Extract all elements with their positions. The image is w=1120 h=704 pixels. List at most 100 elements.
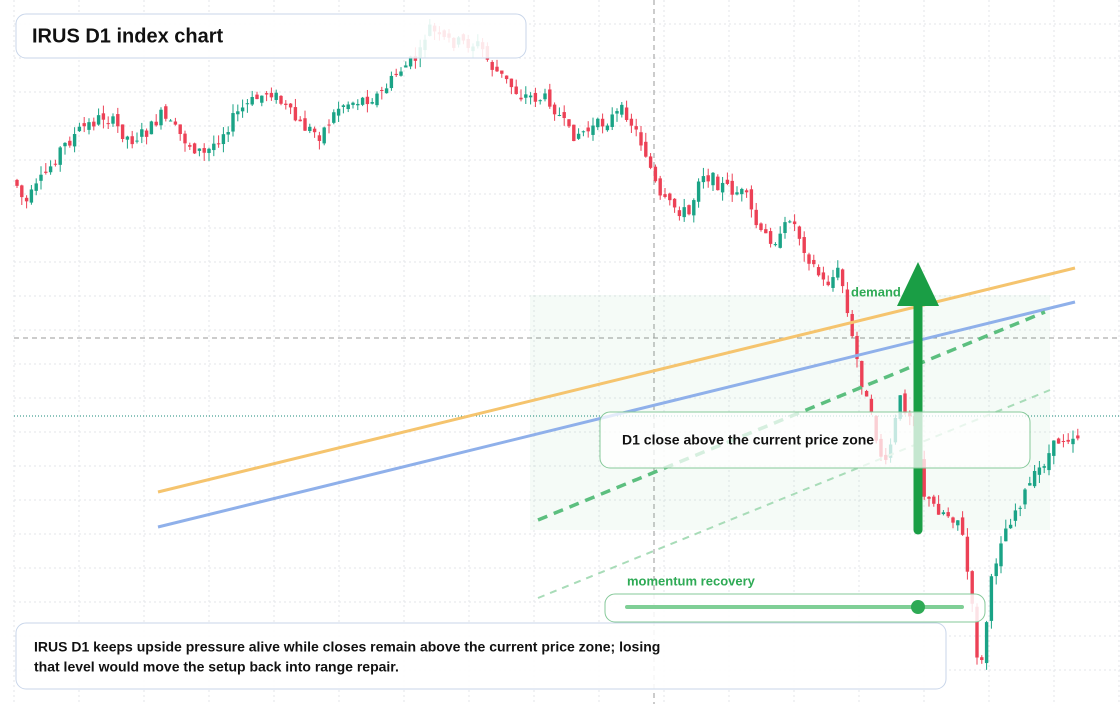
candle-body (500, 70, 504, 74)
candle-body (168, 120, 173, 122)
candle-body (1037, 467, 1042, 475)
candle-body (135, 140, 139, 142)
candle-body (778, 233, 782, 248)
candle-body (975, 606, 979, 658)
candle-body (701, 176, 706, 183)
candle-body (1028, 483, 1032, 486)
candle-body (581, 131, 586, 133)
candle-body (749, 189, 754, 210)
arrow-head (897, 262, 939, 306)
candle-body (159, 109, 163, 126)
candle-body (116, 114, 120, 127)
candle-body (639, 132, 643, 146)
candle-body (231, 113, 235, 132)
candle-body (360, 97, 365, 105)
candle-body (668, 193, 672, 201)
candle-body (754, 209, 758, 226)
candle-body (980, 657, 984, 661)
candle-body (1071, 438, 1075, 445)
candle-body (68, 140, 72, 146)
candle-body (624, 107, 629, 120)
candle-body (816, 267, 821, 276)
candle-body (221, 134, 226, 145)
candle-body (533, 92, 538, 102)
candle-body (284, 103, 288, 105)
candle-body (682, 207, 686, 218)
candle-body (610, 114, 614, 127)
candle-body (149, 121, 154, 135)
candle-body (154, 121, 158, 126)
candle-body (1042, 466, 1046, 468)
candle-body (792, 221, 797, 225)
candle-body (586, 127, 590, 132)
candle-body (898, 395, 902, 419)
candle-body (509, 78, 514, 88)
candle-body (298, 119, 302, 122)
title: IRUS D1 index chart (32, 25, 224, 47)
candle-body (404, 65, 408, 68)
candle-body (264, 93, 269, 95)
candle-body (312, 128, 317, 133)
candle-body (197, 148, 202, 151)
candle-body (543, 93, 547, 100)
candle-body (202, 148, 206, 153)
candle-body (1004, 528, 1008, 542)
candle-body (274, 92, 278, 100)
candle-body (932, 496, 936, 504)
candle-body (1023, 489, 1027, 505)
callout-text: D1 close above the current price zone (622, 432, 874, 448)
candle-body (1013, 510, 1018, 521)
candle-body (850, 314, 854, 337)
candle-body (226, 132, 230, 135)
candle-body (82, 123, 86, 127)
candle-body (236, 111, 240, 115)
candle-body (53, 163, 58, 165)
candle-body (504, 75, 509, 80)
candle-body (528, 95, 533, 98)
candle-body (812, 259, 816, 265)
candle-body (519, 97, 523, 100)
candle-body (672, 198, 677, 208)
candle-body (783, 222, 787, 234)
candle-body (658, 178, 662, 196)
candle-body (562, 112, 566, 119)
candle-body (1032, 470, 1037, 487)
candle-body (58, 147, 62, 165)
candle-body (332, 112, 336, 123)
candle-body (922, 459, 926, 497)
candle-body (629, 118, 634, 126)
candle-body (250, 97, 254, 105)
candle-body (970, 571, 974, 604)
candle-body (341, 105, 346, 107)
candle-body (1018, 507, 1022, 509)
candle-body (490, 61, 494, 70)
candle-body (317, 135, 322, 141)
candle-body (125, 136, 130, 140)
candle-body (845, 289, 850, 314)
candle-body (836, 267, 840, 278)
candle-body (111, 116, 115, 124)
candle-body (740, 188, 744, 195)
candle-body (605, 125, 610, 131)
candle-body (96, 115, 101, 125)
candle-body (308, 126, 312, 131)
candle-body (788, 221, 792, 223)
candle-body (322, 127, 326, 144)
candle-body (183, 133, 187, 144)
candle-body (1008, 524, 1013, 529)
candle-body (327, 124, 331, 126)
candle-body (692, 200, 696, 216)
candle-body (63, 142, 67, 147)
candle-body (29, 189, 34, 203)
candle-body (744, 190, 749, 193)
footer-line: that level would move the setup back int… (34, 659, 399, 675)
candle-body (653, 166, 658, 182)
candle-body (106, 123, 110, 125)
candle-body (394, 73, 398, 76)
candle-body (831, 277, 835, 288)
candle-body (773, 244, 778, 246)
candle-body (384, 88, 389, 94)
callout-box (599, 411, 1031, 469)
candle-body (72, 134, 77, 147)
